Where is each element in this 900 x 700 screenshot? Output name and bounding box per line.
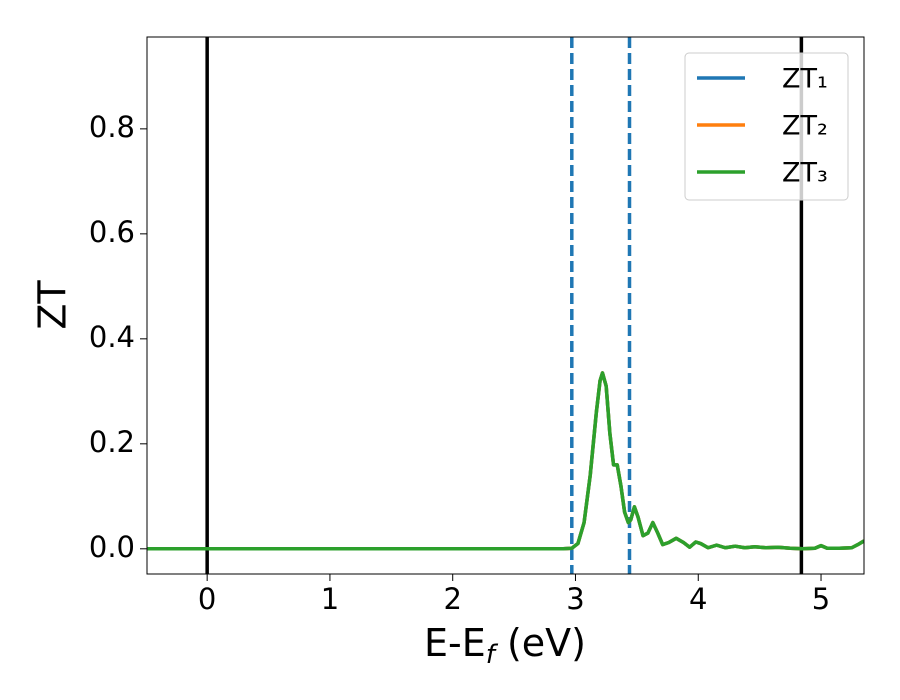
x-tick-label: 5: [812, 582, 830, 616]
y-tick-label: 0.6: [89, 215, 135, 249]
x-tick-label: 3: [566, 582, 584, 616]
y-tick-label: 0.4: [89, 320, 135, 354]
x-tick-label: 4: [689, 582, 707, 616]
legend: ZT₁ ZT₂ ZT₃: [684, 52, 849, 201]
x-axis-label: E-Ef (eV): [424, 621, 586, 670]
legend-label: ZT₂: [782, 111, 828, 142]
series-line: [147, 371, 864, 551]
y-axis-label: ZT: [31, 280, 75, 330]
series-line: [147, 371, 864, 551]
legend-box: [684, 52, 849, 201]
x-tick-label: 2: [443, 582, 461, 616]
x-tick-label: 1: [321, 582, 339, 616]
y-tick-label: 0.0: [89, 530, 135, 564]
legend-label: ZT₃: [782, 158, 828, 189]
x-label-part: E-E: [424, 621, 486, 665]
plot-frame: [146, 36, 865, 575]
legend-label: ZT₁: [782, 64, 828, 95]
y-tick-label: 0.2: [89, 425, 135, 459]
series-line: [147, 371, 864, 551]
x-label-part: (eV): [495, 621, 586, 665]
y-tick-label: 0.8: [89, 110, 135, 144]
x-tick-label: 0: [198, 582, 216, 616]
